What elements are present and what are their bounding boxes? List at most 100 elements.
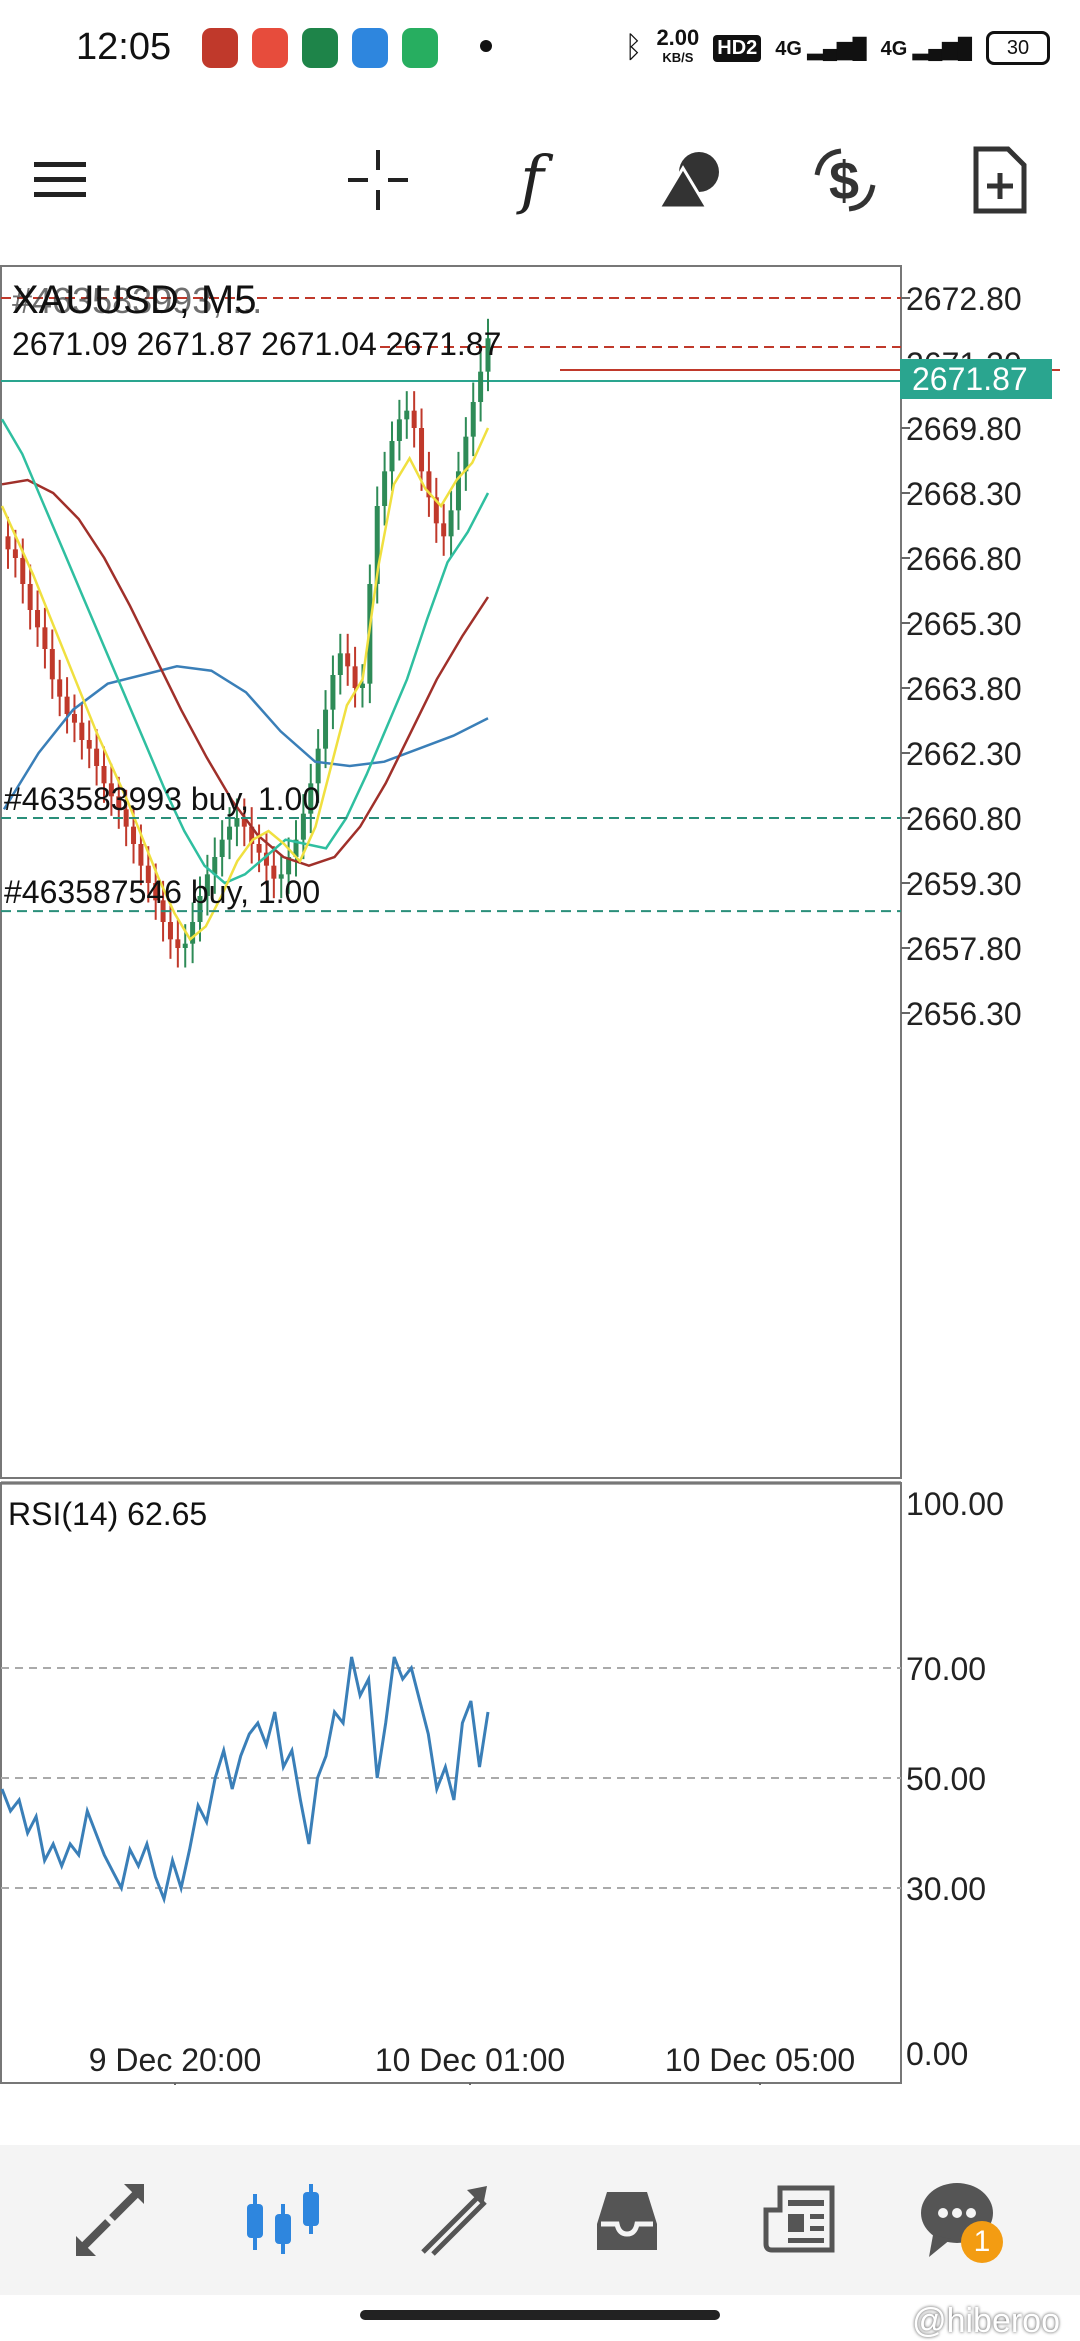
candle-body bbox=[35, 610, 41, 628]
price-axis-label: 2672.80 bbox=[906, 281, 1022, 317]
candle-body bbox=[337, 653, 343, 675]
candle-body bbox=[463, 436, 469, 472]
candle-body bbox=[116, 796, 122, 810]
signal2-label: 4G bbox=[880, 37, 908, 60]
battery-icon: 30 bbox=[986, 31, 1050, 65]
candle-body bbox=[49, 649, 55, 680]
net-speed-unit: KB/S bbox=[662, 50, 694, 65]
crosshair-button[interactable] bbox=[338, 140, 418, 220]
status-time: 12:05 bbox=[76, 26, 172, 68]
menu-button[interactable] bbox=[20, 140, 100, 220]
rsi-axis-label: 30.00 bbox=[906, 1871, 986, 1907]
candle-body bbox=[227, 826, 233, 840]
net-speed: 2.00 KB/S bbox=[656, 25, 700, 68]
candle-body bbox=[382, 471, 388, 506]
bluetooth-icon: ᛒ bbox=[624, 31, 643, 64]
candle-body bbox=[433, 497, 439, 524]
price-axis-label: 2668.30 bbox=[906, 476, 1022, 512]
candle-body bbox=[182, 943, 188, 948]
candle-body bbox=[219, 839, 225, 857]
candle-body bbox=[79, 722, 85, 740]
nav-chat[interactable]: 1 bbox=[915, 2175, 1005, 2265]
crosshair-icon bbox=[348, 150, 408, 210]
new-order-button[interactable] bbox=[960, 140, 1040, 220]
candle-body bbox=[101, 766, 107, 784]
candle-body bbox=[478, 371, 484, 402]
candle-body bbox=[153, 883, 159, 901]
home-indicator[interactable] bbox=[360, 2310, 720, 2320]
candle-body bbox=[352, 666, 358, 688]
rsi-label: RSI(14) 62.65 bbox=[8, 1496, 207, 1532]
nav-quotes[interactable] bbox=[65, 2175, 155, 2265]
ma-yellow-line bbox=[0, 427, 490, 942]
rsi-frame bbox=[0, 1482, 902, 2084]
nav-trade[interactable] bbox=[410, 2175, 500, 2265]
candle-body bbox=[345, 653, 351, 667]
candle-body bbox=[455, 471, 461, 511]
chart-area[interactable]: #463583993 buy, 1.00 #463587546 buy, 1.00… bbox=[0, 263, 1080, 2095]
ohlc-readout: 2671.09 2671.87 2671.04 2671.87 bbox=[12, 326, 501, 362]
rsi-axis-label: 100.00 bbox=[906, 1486, 1004, 1522]
candle-body bbox=[404, 410, 410, 420]
candle-body bbox=[448, 510, 454, 537]
candle-body bbox=[359, 683, 365, 688]
candle-body bbox=[204, 874, 210, 896]
status-bar: 12:05 ᛒ 2.00 KB/S HD2 4G ▂▄▆█ 4G ▂▄▆█ 30 bbox=[0, 0, 1080, 100]
time-axis-label: 9 Dec 20:00 bbox=[89, 2042, 262, 2078]
candle-body bbox=[485, 338, 491, 372]
candle-body bbox=[108, 783, 114, 797]
app-icon-5 bbox=[402, 28, 438, 68]
candle-body bbox=[5, 536, 11, 550]
dollar-refresh-icon: $ bbox=[814, 148, 876, 212]
candle-body bbox=[131, 826, 137, 844]
candle-body bbox=[286, 857, 292, 875]
hd-icon: HD2 bbox=[713, 34, 762, 62]
order-label: #463583993 buy, 1.00 bbox=[4, 781, 320, 817]
chart-title-overlap: #463583993, ... bbox=[12, 280, 262, 321]
candle-body bbox=[256, 844, 262, 853]
candle-body bbox=[249, 826, 255, 844]
candle-body bbox=[94, 748, 100, 766]
candle-body bbox=[411, 410, 417, 428]
price-axis-label: 2657.80 bbox=[906, 931, 1022, 967]
signal-icon-1: 4G ▂▄▆█ bbox=[775, 37, 867, 60]
price-axis-label: 2663.80 bbox=[906, 671, 1022, 707]
app-icon-4 bbox=[352, 28, 388, 68]
objects-button[interactable] bbox=[650, 140, 730, 220]
candle-body bbox=[293, 839, 299, 857]
candle-body bbox=[315, 748, 321, 784]
candle-body bbox=[212, 857, 218, 875]
bottom-navigation: 1 bbox=[0, 2145, 1080, 2295]
inbox-icon bbox=[597, 2192, 657, 2250]
nav-chart[interactable] bbox=[238, 2175, 328, 2265]
candle-body bbox=[300, 813, 306, 840]
candle-body bbox=[389, 441, 395, 472]
net-speed-value: 2.00 bbox=[656, 25, 700, 50]
svg-text:$: $ bbox=[829, 151, 859, 211]
signal-icon-2: 4G ▂▄▆█ bbox=[880, 37, 972, 60]
price-axis-label: 2669.80 bbox=[906, 411, 1022, 447]
candle-body bbox=[396, 419, 402, 441]
candle-body bbox=[42, 627, 48, 649]
nav-news[interactable] bbox=[755, 2175, 845, 2265]
candle-body bbox=[138, 844, 144, 866]
app-icon-2 bbox=[252, 28, 288, 68]
current-price-value: 2671.87 bbox=[912, 361, 1028, 397]
price-axis-label: 2659.30 bbox=[906, 866, 1022, 902]
candle-body bbox=[86, 740, 92, 749]
history-icon bbox=[421, 2186, 487, 2256]
price-axis-label: 2660.80 bbox=[906, 801, 1022, 837]
nav-inbox[interactable] bbox=[582, 2175, 672, 2265]
news-icon bbox=[763, 2185, 835, 2253]
candle-body bbox=[64, 696, 70, 714]
candle-body bbox=[263, 852, 269, 866]
candle-body bbox=[278, 874, 284, 879]
function-icon: f bbox=[520, 143, 544, 217]
price-axis-label: 2666.80 bbox=[906, 541, 1022, 577]
watermark: @hiberoo bbox=[912, 2302, 1060, 2340]
trade-dollar-button[interactable]: $ bbox=[805, 140, 885, 220]
current-price-tag bbox=[900, 359, 1052, 399]
main-chart-frame bbox=[0, 265, 902, 1479]
indicators-button[interactable]: f bbox=[492, 140, 572, 220]
candle-body bbox=[12, 549, 18, 558]
